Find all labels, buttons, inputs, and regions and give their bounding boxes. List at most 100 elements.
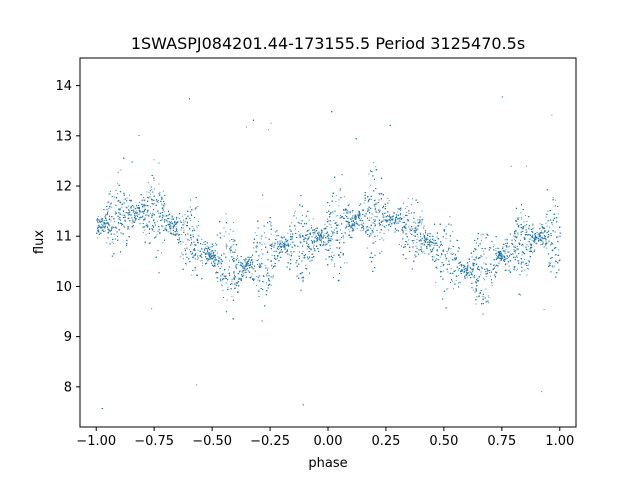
- data-point: [458, 275, 460, 276]
- data-point: [225, 282, 227, 284]
- data-point: [346, 224, 348, 226]
- data-point: [204, 248, 205, 250]
- data-point: [445, 259, 447, 261]
- data-point: [482, 250, 484, 252]
- data-point: [369, 233, 371, 235]
- data-point: [302, 226, 304, 227]
- data-point: [219, 256, 221, 258]
- data-point: [487, 295, 489, 297]
- data-point: [121, 206, 123, 208]
- data-point: [183, 219, 185, 221]
- data-point: [548, 235, 550, 237]
- data-point: [442, 249, 444, 251]
- data-point: [514, 269, 516, 271]
- data-point: [339, 239, 341, 241]
- data-point: [108, 231, 110, 233]
- data-point: [374, 207, 376, 209]
- data-point: [215, 265, 217, 267]
- data-point: [415, 222, 416, 224]
- data-point: [268, 129, 269, 131]
- data-point: [432, 247, 434, 249]
- data-point: [504, 252, 506, 254]
- data-point: [342, 216, 343, 217]
- data-point: [256, 245, 258, 247]
- data-point: [218, 262, 220, 264]
- data-point: [547, 236, 549, 238]
- data-point: [419, 222, 421, 224]
- data-point: [306, 240, 308, 242]
- data-point: [181, 252, 183, 254]
- data-point: [486, 276, 488, 278]
- data-point: [409, 230, 411, 232]
- data-point: [329, 248, 331, 249]
- data-point: [361, 218, 363, 220]
- data-point: [217, 281, 219, 283]
- data-point: [379, 239, 381, 240]
- data-point: [217, 252, 218, 254]
- data-point: [126, 197, 128, 199]
- data-point: [205, 247, 206, 249]
- data-point: [324, 223, 326, 225]
- data-point: [143, 197, 144, 199]
- data-point: [370, 227, 371, 229]
- data-point: [416, 239, 418, 240]
- data-point: [479, 293, 481, 295]
- data-point: [149, 206, 151, 208]
- data-point: [138, 216, 140, 218]
- data-point: [163, 211, 165, 213]
- data-point: [197, 249, 199, 251]
- data-point: [351, 211, 353, 213]
- data-point: [221, 266, 223, 268]
- data-point: [516, 248, 518, 250]
- data-point: [153, 202, 155, 204]
- data-point: [334, 263, 335, 265]
- data-point: [450, 268, 452, 270]
- data-point: [121, 214, 123, 216]
- data-point: [476, 267, 478, 269]
- data-point: [188, 239, 190, 241]
- data-point: [548, 262, 550, 264]
- data-point: [308, 243, 309, 245]
- data-point: [332, 234, 334, 236]
- data-point: [178, 218, 180, 219]
- data-point: [517, 217, 519, 219]
- data-point: [516, 270, 518, 272]
- data-point: [493, 244, 495, 246]
- data-point: [338, 199, 340, 201]
- data-point: [456, 239, 458, 241]
- data-point: [372, 231, 374, 232]
- data-point: [193, 228, 195, 230]
- data-point: [179, 256, 181, 258]
- data-point: [375, 241, 377, 242]
- data-point: [308, 233, 310, 235]
- data-point: [510, 253, 512, 255]
- data-point: [480, 266, 482, 268]
- data-point: [526, 224, 527, 225]
- data-point: [98, 222, 100, 224]
- data-point: [238, 259, 240, 261]
- data-point: [280, 240, 282, 242]
- data-point: [147, 224, 149, 226]
- data-point: [114, 221, 115, 223]
- data-point: [558, 249, 560, 251]
- data-point: [119, 208, 121, 210]
- data-point: [107, 211, 109, 213]
- data-point: [383, 233, 385, 234]
- data-point: [520, 212, 522, 214]
- data-point: [344, 215, 346, 217]
- data-point: [424, 252, 426, 254]
- data-point: [215, 242, 216, 244]
- data-point: [196, 227, 198, 229]
- data-point: [441, 244, 443, 246]
- data-point: [104, 219, 106, 221]
- data-point: [474, 277, 476, 278]
- data-point: [311, 248, 313, 250]
- data-point: [520, 294, 521, 296]
- data-point: [526, 274, 528, 276]
- data-point: [362, 223, 364, 225]
- data-point: [184, 214, 186, 216]
- data-point: [97, 215, 99, 217]
- data-point: [160, 252, 162, 254]
- data-point: [440, 244, 442, 246]
- data-point: [430, 244, 432, 246]
